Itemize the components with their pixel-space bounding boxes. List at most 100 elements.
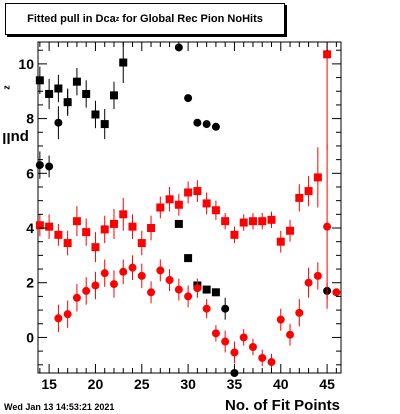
chart-marks [35, 42, 341, 377]
data-point-circle [128, 263, 137, 272]
x-tick-label: 30 [180, 376, 196, 392]
data-point-square [267, 215, 276, 224]
data-point-circle [119, 267, 128, 276]
data-point-square [184, 188, 193, 197]
data-point-circle [193, 284, 202, 293]
chart-title-subscript: z [115, 15, 120, 23]
data-point-circle [304, 278, 313, 287]
data-point-circle [248, 343, 257, 352]
x-tick-label: 45 [319, 376, 335, 392]
data-point-circle [72, 293, 81, 302]
data-point-square [109, 91, 118, 100]
data-point-circle [202, 304, 211, 313]
data-point-circle [63, 310, 72, 319]
y-tick-label: 2 [26, 275, 34, 291]
data-point-circle [100, 269, 109, 278]
y-axis-label-main: pull in Dca [0, 129, 29, 146]
data-point-square [119, 58, 128, 67]
data-point-square [72, 217, 81, 226]
data-point-square [174, 200, 183, 209]
data-point-circle [211, 122, 220, 131]
data-point-square [174, 219, 183, 228]
data-point-square [147, 224, 156, 233]
data-point-circle [109, 280, 118, 289]
data-point-square [91, 243, 100, 252]
data-point-circle [313, 271, 322, 280]
data-point-circle [276, 315, 285, 324]
data-point-circle [156, 266, 165, 275]
data-point-square [100, 120, 109, 129]
data-point-square [119, 210, 128, 219]
data-point-square [202, 199, 211, 208]
data-point-square [295, 193, 304, 202]
data-point-circle [54, 118, 63, 127]
data-point-circle [45, 162, 54, 171]
data-point-square [165, 195, 174, 204]
data-point-square [286, 226, 295, 235]
data-point-square [156, 203, 165, 212]
data-point-square [54, 84, 63, 93]
y-tick-label: 0 [26, 329, 34, 345]
data-point-square [54, 230, 63, 239]
data-point-square [248, 217, 257, 226]
data-point-circle [286, 330, 295, 339]
data-point-circle [193, 118, 202, 127]
data-point-square [313, 173, 322, 182]
data-point-circle [137, 271, 146, 280]
data-point-circle [230, 348, 239, 357]
data-point-square [82, 228, 91, 237]
data-point-circle [184, 94, 193, 103]
x-tick-label: 25 [134, 376, 150, 392]
data-point-square [239, 218, 248, 227]
data-point-circle [332, 288, 341, 297]
data-point-square [45, 222, 54, 231]
data-point-square [128, 222, 137, 231]
data-point-circle [258, 353, 267, 362]
data-point-square [109, 219, 118, 228]
data-point-circle [147, 288, 156, 297]
data-point-square [82, 89, 91, 98]
data-point-square [184, 254, 193, 263]
data-point-square [91, 110, 100, 119]
data-point-square [63, 239, 72, 248]
data-point-circle [267, 358, 276, 367]
data-point-square [35, 76, 44, 85]
data-point-circle [221, 337, 230, 346]
data-point-square [211, 206, 220, 215]
data-point-square [202, 285, 211, 294]
data-point-square [276, 237, 285, 246]
data-point-square [137, 239, 146, 248]
x-tick-label: 40 [273, 376, 289, 392]
chart-axes: 15 20 25 30 35 40 45 0 2 4 6 8 10 [18, 42, 341, 392]
data-point-square [221, 217, 230, 226]
data-point-square [100, 225, 109, 234]
chart-title-main: Fitted pull in Dca [27, 13, 116, 25]
x-tick-label: 20 [88, 376, 104, 392]
data-point-circle [323, 222, 332, 231]
data-point-circle [211, 329, 220, 338]
data-point-square [45, 89, 54, 98]
data-point-square [230, 230, 239, 239]
data-point-circle [174, 43, 183, 52]
data-point-circle [82, 286, 91, 295]
data-point-square [323, 50, 332, 59]
y-tick-label: 8 [26, 111, 34, 127]
timestamp: Wed Jan 13 14:53:21 2021 [4, 402, 115, 412]
data-point-circle [184, 292, 193, 301]
data-point-circle [63, 98, 72, 107]
data-point-square [258, 217, 267, 226]
x-tick-label: 15 [41, 376, 57, 392]
chart-title-tail: for Global Rec Pion NoHits [119, 13, 263, 25]
data-point-square [211, 288, 220, 297]
data-point-circle [174, 285, 183, 294]
data-point-square [193, 187, 202, 196]
y-tick-label: 4 [26, 220, 34, 236]
y-tick-label: 6 [26, 165, 34, 181]
data-point-circle [35, 161, 44, 170]
data-point-square [304, 187, 313, 196]
y-axis-label-subscript: z [1, 85, 12, 90]
data-point-circle [91, 281, 100, 290]
data-point-circle [54, 314, 63, 323]
chart-title: Fitted pull in Dca z for Global Rec Pion … [5, 3, 285, 35]
